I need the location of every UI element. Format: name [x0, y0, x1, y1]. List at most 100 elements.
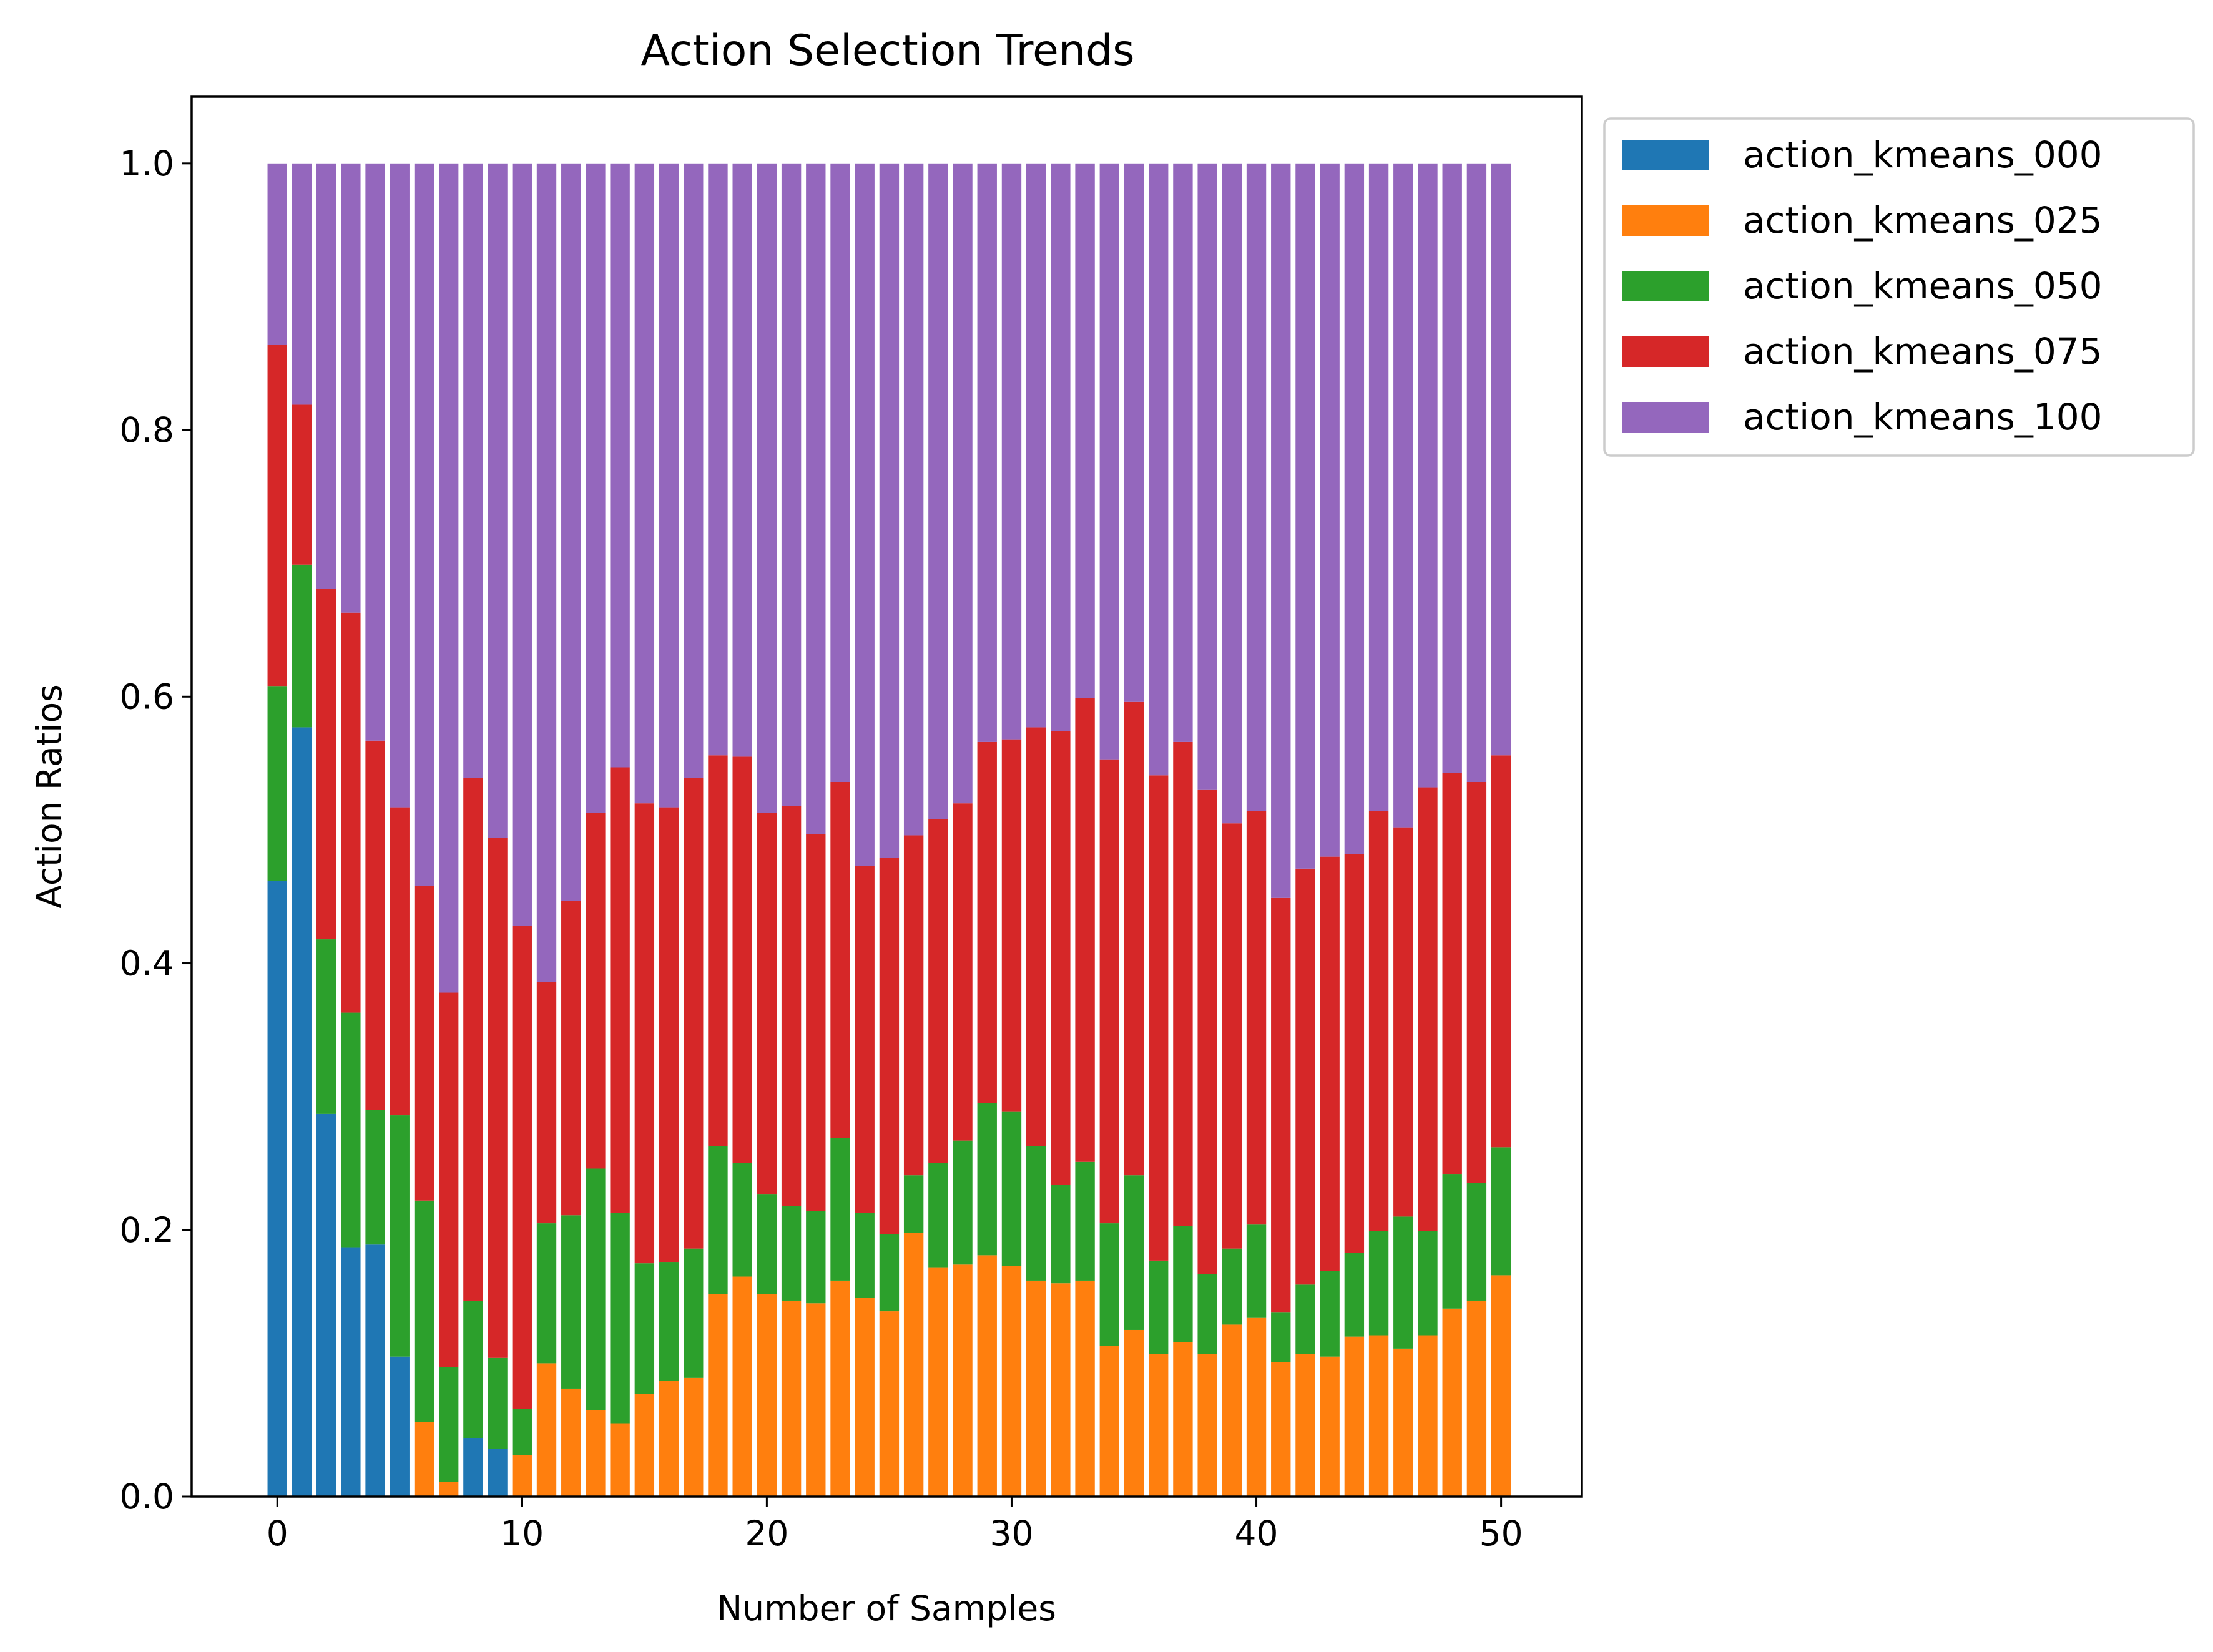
bar-action_kmeans_100-0	[267, 163, 287, 345]
bar-action_kmeans_050-50	[1491, 1147, 1511, 1276]
x-tick-label: 20	[745, 1513, 788, 1553]
bar-action_kmeans_100-49	[1466, 163, 1487, 782]
bar-action_kmeans_050-44	[1344, 1253, 1365, 1337]
bar-action_kmeans_050-48	[1442, 1174, 1462, 1309]
bar-action_kmeans_050-16	[659, 1262, 679, 1381]
bar-action_kmeans_100-24	[855, 163, 875, 866]
legend-label-action_kmeans_025: action_kmeans_025	[1743, 199, 2103, 242]
bar-action_kmeans_075-27	[928, 819, 948, 1163]
bar-action_kmeans_050-36	[1149, 1260, 1169, 1354]
bar-action_kmeans_100-32	[1051, 163, 1071, 731]
bar-action_kmeans_025-25	[879, 1311, 900, 1497]
bar-action_kmeans_025-10	[512, 1455, 532, 1497]
bar-action_kmeans_075-24	[855, 866, 875, 1213]
bar-action_kmeans_025-46	[1393, 1348, 1413, 1497]
bar-action_kmeans_075-43	[1320, 856, 1340, 1271]
bar-action_kmeans_025-39	[1222, 1324, 1242, 1497]
legend-swatch-action_kmeans_100	[1622, 402, 1709, 433]
bar-action_kmeans_100-17	[684, 163, 704, 778]
bar-action_kmeans_025-31	[1026, 1280, 1046, 1497]
bar-action_kmeans_050-24	[855, 1212, 875, 1298]
bar-action_kmeans_025-44	[1344, 1336, 1365, 1497]
bar-action_kmeans_050-2	[316, 939, 336, 1114]
bar-action_kmeans_075-10	[512, 926, 532, 1409]
bar-action_kmeans_100-7	[439, 163, 459, 993]
bar-action_kmeans_025-6	[414, 1422, 434, 1497]
bar-action_kmeans_050-34	[1099, 1223, 1119, 1346]
bar-action_kmeans_025-17	[684, 1377, 704, 1497]
bar-action_kmeans_050-8	[463, 1300, 483, 1439]
bar-action_kmeans_100-47	[1418, 163, 1438, 788]
legend-label-action_kmeans_050: action_kmeans_050	[1743, 265, 2103, 307]
bar-action_kmeans_025-23	[830, 1280, 850, 1497]
bar-action_kmeans_075-50	[1491, 755, 1511, 1148]
bar-action_kmeans_050-45	[1368, 1231, 1389, 1336]
bar-action_kmeans_075-35	[1124, 701, 1144, 1176]
bar-action_kmeans_100-23	[830, 163, 850, 782]
bar-action_kmeans_025-43	[1320, 1356, 1340, 1497]
y-tick-label: 0.2	[120, 1210, 174, 1250]
bar-action_kmeans_025-14	[610, 1423, 630, 1497]
bar-action_kmeans_025-7	[439, 1482, 459, 1497]
bar-action_kmeans_100-14	[610, 163, 630, 768]
bar-action_kmeans_075-21	[781, 806, 802, 1206]
bar-action_kmeans_100-18	[708, 163, 728, 756]
bar-action_kmeans_100-36	[1149, 163, 1169, 776]
bar-action_kmeans_025-21	[781, 1300, 802, 1497]
bar-action_kmeans_100-11	[536, 163, 557, 982]
y-axis-label: Action Ratios	[29, 684, 69, 909]
bar-action_kmeans_075-23	[830, 782, 850, 1138]
bar-action_kmeans_050-46	[1393, 1216, 1413, 1349]
bar-action_kmeans_100-16	[659, 163, 679, 808]
bar-action_kmeans_100-28	[953, 163, 973, 804]
bar-action_kmeans_075-36	[1149, 775, 1169, 1261]
bar-action_kmeans_050-15	[634, 1263, 655, 1394]
bar-action_kmeans_100-20	[757, 163, 777, 813]
bar-action_kmeans_050-31	[1026, 1146, 1046, 1281]
y-tick-label: 0.0	[120, 1477, 174, 1517]
bar-action_kmeans_075-16	[659, 807, 679, 1263]
bar-action_kmeans_050-21	[781, 1206, 802, 1301]
bar-action_kmeans_050-47	[1418, 1231, 1438, 1336]
bar-action_kmeans_100-39	[1222, 163, 1242, 824]
legend-swatch-action_kmeans_050	[1622, 271, 1709, 301]
bar-action_kmeans_000-3	[341, 1247, 361, 1497]
bar-action_kmeans_075-15	[634, 803, 655, 1264]
bar-action_kmeans_000-8	[463, 1438, 483, 1497]
bar-action_kmeans_025-48	[1442, 1308, 1462, 1497]
bar-action_kmeans_075-44	[1344, 854, 1365, 1253]
bar-action_kmeans_050-1	[292, 564, 312, 728]
bar-action_kmeans_050-32	[1051, 1185, 1071, 1284]
bar-action_kmeans_050-6	[414, 1200, 434, 1422]
bar-action_kmeans_075-18	[708, 755, 728, 1146]
bar-action_kmeans_000-1	[292, 727, 312, 1497]
bar-action_kmeans_075-40	[1246, 811, 1267, 1225]
bar-action_kmeans_100-5	[390, 163, 410, 808]
bar-action_kmeans_075-22	[806, 834, 826, 1211]
bar-action_kmeans_050-42	[1295, 1284, 1315, 1354]
x-axis-ticks: 0 10 20 30 40 50	[267, 1497, 1523, 1553]
bar-action_kmeans_025-41	[1271, 1362, 1291, 1497]
bar-action_kmeans_075-47	[1418, 787, 1438, 1231]
bar-action_kmeans_050-20	[757, 1194, 777, 1294]
bar-action_kmeans_025-37	[1173, 1342, 1193, 1497]
bar-action_kmeans_075-17	[684, 778, 704, 1249]
bar-action_kmeans_100-29	[977, 163, 997, 742]
bar-action_kmeans_075-0	[267, 345, 287, 687]
bar-action_kmeans_025-18	[708, 1294, 728, 1497]
legend-swatch-action_kmeans_025	[1622, 205, 1709, 236]
bar-action_kmeans_100-25	[879, 163, 900, 858]
bar-action_kmeans_100-37	[1173, 163, 1193, 742]
bar-action_kmeans_075-41	[1271, 897, 1291, 1313]
bar-action_kmeans_100-15	[634, 163, 655, 804]
bar-action_kmeans_100-42	[1295, 163, 1315, 869]
bar-action_kmeans_050-35	[1124, 1175, 1144, 1330]
bar-action_kmeans_050-5	[390, 1115, 410, 1357]
bar-stacks	[267, 163, 1511, 1497]
bar-action_kmeans_000-9	[488, 1449, 508, 1497]
bar-action_kmeans_025-26	[903, 1233, 924, 1497]
y-tick-label: 1.0	[120, 144, 174, 183]
bar-action_kmeans_000-4	[365, 1244, 385, 1497]
legend-swatch-action_kmeans_000	[1622, 140, 1709, 170]
